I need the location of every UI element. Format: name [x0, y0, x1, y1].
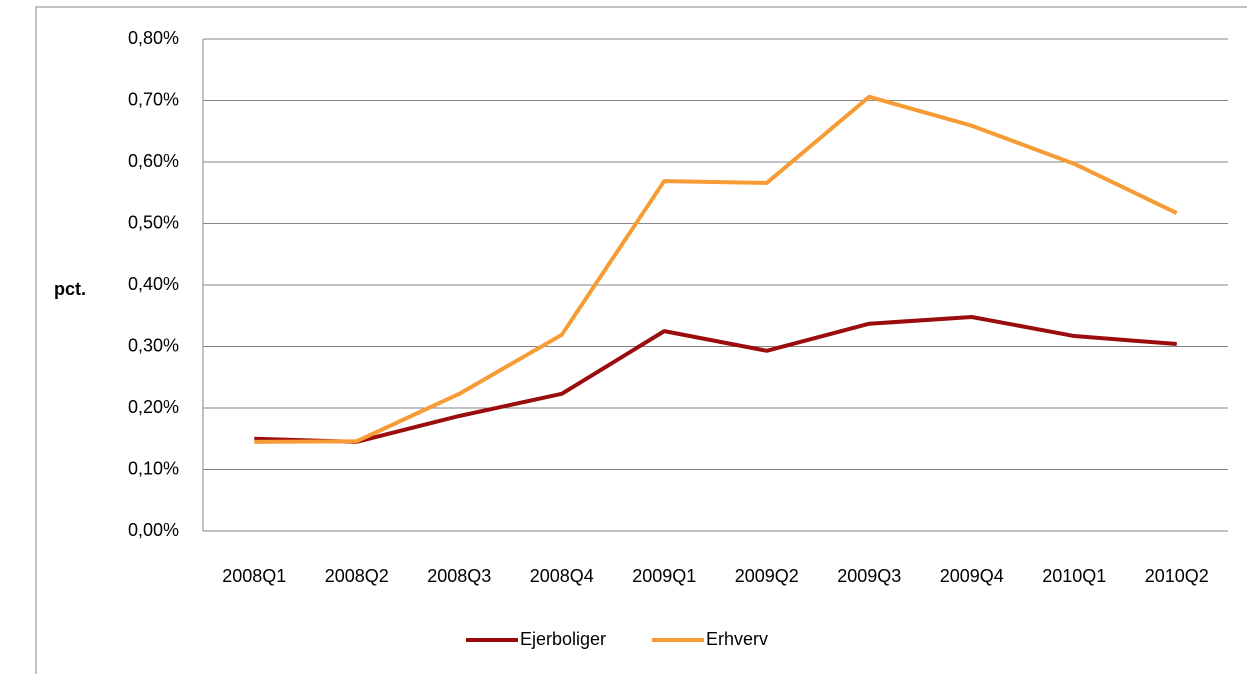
legend-label: Ejerboliger [520, 629, 606, 649]
y-tick-label: 0,80% [128, 28, 179, 48]
x-tick-label: 2009Q4 [940, 566, 1004, 586]
x-tick-label: 2008Q3 [427, 566, 491, 586]
y-tick-label: 0,70% [128, 89, 179, 109]
y-tick-label: 0,60% [128, 151, 179, 171]
series-line [254, 94, 1178, 444]
x-tick-label: 2009Q1 [632, 566, 696, 586]
x-tick-label: 2008Q2 [325, 566, 389, 586]
x-tick-label: 2010Q1 [1042, 566, 1106, 586]
x-tick-label: 2009Q2 [735, 566, 799, 586]
x-tick-label: 2009Q3 [837, 566, 901, 586]
y-tick-label: 0,20% [128, 397, 179, 417]
legend-label: Erhverv [706, 629, 768, 649]
x-tick-label: 2008Q1 [222, 566, 286, 586]
y-axis-label: pct. [54, 279, 86, 299]
y-tick-label: 0,50% [128, 212, 179, 232]
y-tick-label: 0,30% [128, 335, 179, 355]
y-tick-label: 0,10% [128, 458, 179, 478]
y-tick-label: 0,00% [128, 520, 179, 540]
chart-frame [35, 6, 1247, 674]
series-line [254, 314, 1177, 444]
x-tick-label: 2010Q2 [1145, 566, 1209, 586]
y-tick-label: 0,40% [128, 274, 179, 294]
x-tick-label: 2008Q4 [530, 566, 594, 586]
